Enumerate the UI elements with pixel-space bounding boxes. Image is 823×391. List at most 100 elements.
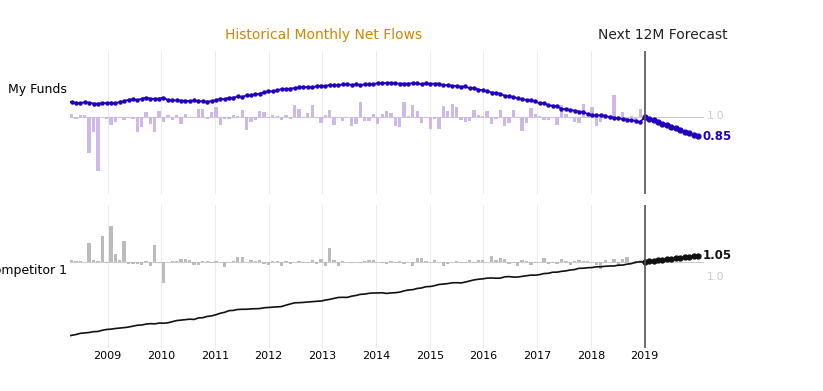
Text: Next 12M Forecast: Next 12M Forecast [597,28,728,42]
Bar [258,260,262,262]
Bar [407,116,410,117]
Bar [319,258,323,262]
Bar [332,260,336,262]
Bar [603,260,607,262]
Bar [272,115,275,117]
Bar [144,112,147,117]
Bar [573,261,576,262]
Bar [533,262,537,263]
Bar [376,117,379,124]
Bar [525,117,528,123]
Bar [525,261,528,262]
Bar [578,260,580,262]
Bar [302,117,305,118]
Bar [119,260,122,262]
Bar [507,117,510,123]
Bar [197,109,200,117]
Bar [621,259,625,262]
Bar [495,260,498,262]
Bar [87,243,91,262]
Bar [232,115,235,117]
Bar [92,260,95,262]
Bar [240,109,244,117]
Bar [136,262,139,264]
Bar [538,116,542,117]
Bar [188,260,192,262]
Bar [79,261,82,262]
Bar [123,240,126,262]
Text: 1.0: 1.0 [707,111,724,121]
Bar [529,262,532,265]
Bar [201,109,204,117]
Bar [162,117,165,122]
Bar [114,254,117,262]
Bar [140,117,143,127]
Bar [643,117,646,118]
Bar [166,115,170,117]
Bar [398,117,402,127]
Bar [446,111,449,117]
Bar [416,111,419,117]
Bar [350,262,353,264]
Bar [79,115,82,117]
Bar [315,117,319,118]
Bar [578,117,580,123]
Bar [337,117,340,118]
Bar [66,117,69,119]
Bar [83,115,86,117]
Bar [590,107,593,117]
Bar [477,115,480,117]
Bar [459,117,463,120]
Bar [105,117,109,119]
Bar [385,111,388,117]
Text: 1.05: 1.05 [703,249,732,262]
Bar [153,245,156,262]
Bar [556,117,559,125]
Bar [463,262,467,263]
Text: 1.12: 1.12 [0,390,1,391]
Bar [429,117,432,129]
Bar [74,117,77,120]
Bar [350,117,353,126]
Bar [367,260,370,262]
Bar [223,262,226,267]
Bar [206,261,209,262]
Bar [450,104,453,117]
Bar [197,262,200,265]
Bar [599,262,602,269]
Bar [442,106,445,117]
Bar [175,261,179,262]
Bar [144,261,147,262]
Bar [398,261,402,262]
Bar [459,262,463,263]
Bar [495,117,498,119]
Bar [240,257,244,262]
Bar [210,262,213,263]
Bar [74,260,77,262]
Bar [236,116,239,117]
Bar [380,114,384,117]
Bar [582,260,585,262]
Bar [70,115,73,117]
Bar [603,114,607,117]
Bar [477,260,480,262]
Bar [170,117,174,120]
Bar [96,261,100,262]
Bar [635,262,638,264]
Bar [123,117,126,120]
Bar [393,117,397,126]
Bar [267,117,270,118]
Bar [354,117,357,124]
Bar [114,117,117,122]
Bar [573,117,576,122]
Bar [249,260,253,262]
Bar [433,117,436,119]
Bar [184,114,187,117]
Bar [389,113,393,117]
Bar [463,117,467,122]
Bar [529,108,532,117]
Bar [402,102,406,117]
Bar [442,262,445,266]
Bar [193,262,196,265]
Bar [328,248,332,262]
